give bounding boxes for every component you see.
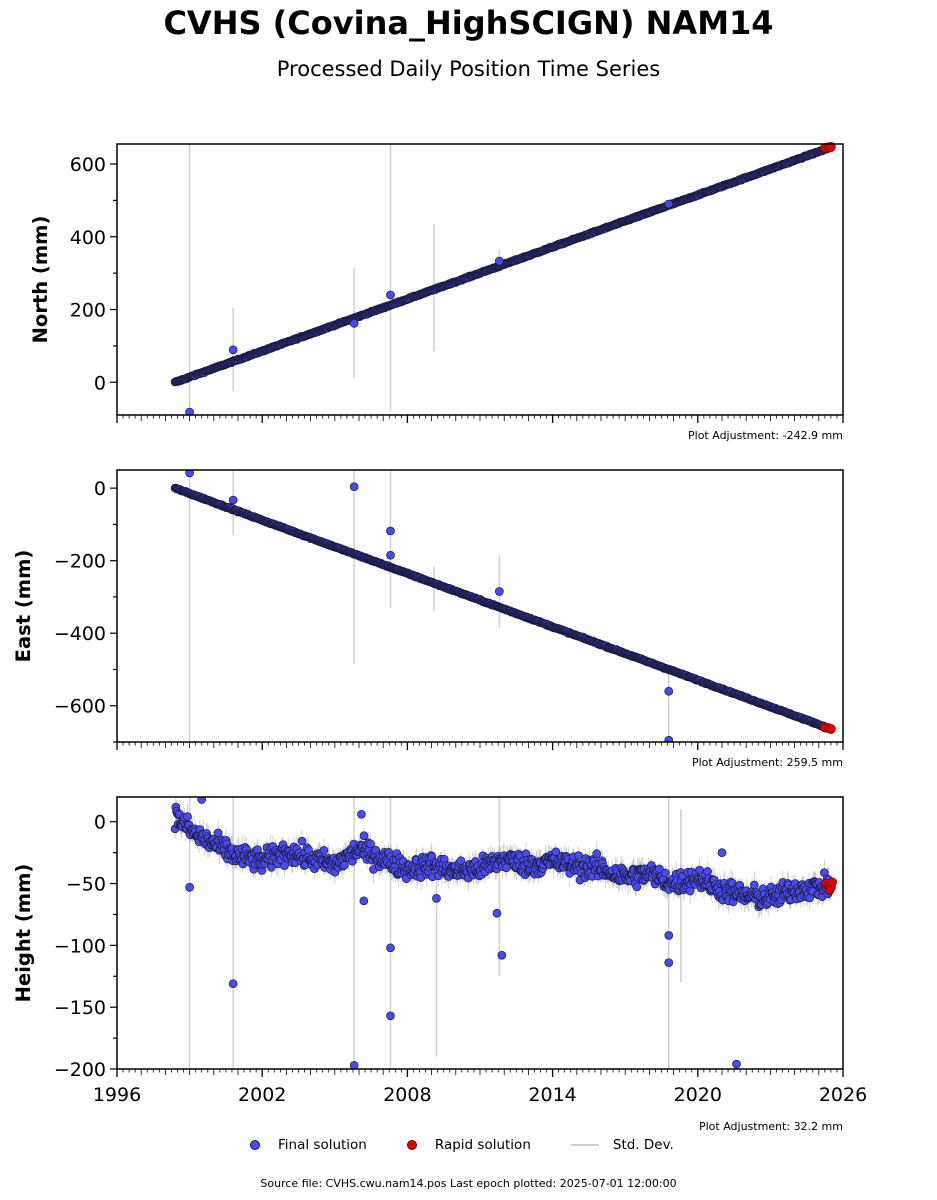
outlier-point-1 — [228, 495, 238, 505]
y-tick-label: 0 — [94, 372, 106, 394]
panel-0-data — [170, 144, 836, 415]
outlier-point-2 — [349, 482, 359, 492]
final-solution-points — [170, 802, 836, 912]
outlier-point-0 — [185, 470, 194, 478]
plot-adjustment-label: Plot Adjustment: 32.2 mm — [699, 1120, 843, 1133]
outlier-point-3 — [359, 896, 369, 906]
panel-2-data — [170, 797, 836, 1069]
outlier-point-7 — [664, 735, 674, 742]
y-tick-label: 400 — [70, 227, 106, 249]
legend-rapid-marker — [406, 1140, 417, 1150]
x-tick-label: 2002 — [238, 1084, 286, 1106]
outlier-point-1 — [228, 345, 238, 355]
final-point — [359, 831, 369, 841]
y-tick-label: 600 — [70, 154, 106, 176]
chart-title: CVHS (Covina_HighSCIGN) NAM14 — [163, 4, 774, 42]
outlier-point-7 — [432, 894, 441, 903]
final-point — [319, 845, 329, 855]
final-solution-points — [170, 483, 836, 734]
final-point — [297, 836, 307, 846]
outlier-point-3 — [386, 290, 395, 300]
panel-1: 0 −200 −400 −600 East (mm) Plot Adjustment: 2… — [12, 469, 844, 769]
final-point — [366, 839, 375, 849]
plot-adjustment-label: Plot Adjustment: 259.5 mm — [692, 756, 843, 769]
x-tick-label: 2014 — [528, 1084, 576, 1106]
outlier-point-8 — [492, 908, 502, 918]
outlier-point-5 — [664, 199, 674, 209]
final-point — [551, 847, 561, 857]
outlier-point-10 — [664, 931, 674, 940]
panel-1-data — [170, 470, 836, 742]
final-point — [280, 861, 289, 871]
final-point — [574, 851, 583, 860]
outlier-point-5 — [386, 943, 395, 953]
outlier-point-9 — [497, 950, 507, 960]
x-tick-label: 1996 — [93, 1084, 141, 1106]
final-point — [660, 868, 670, 878]
y-tick-label: −600 — [54, 696, 106, 718]
outlier-point-0 — [185, 882, 194, 892]
y-tick-label: −150 — [54, 997, 106, 1019]
y-tick-label: −100 — [54, 935, 106, 957]
legend-item-stddev: Std. Dev. — [570, 1137, 674, 1153]
outlier-point-3 — [386, 526, 395, 536]
y-tick-label: 0 — [94, 812, 106, 834]
y-axis-label: Height (mm) — [12, 864, 35, 1003]
outlier-point-0 — [185, 407, 194, 415]
y-axis-label: North (mm) — [29, 216, 52, 344]
x-tick-label: 2020 — [674, 1084, 722, 1106]
y-tick-label: −50 — [66, 874, 106, 896]
outlier-point-12 — [717, 848, 727, 857]
rapid-point-4 — [827, 877, 837, 888]
panel-0: 0 200 400 600 North (mm) Plot Adjustment: -24… — [29, 142, 844, 442]
outlier-point-11 — [664, 958, 674, 968]
final-point — [183, 812, 192, 821]
legend-stddev-label: Std. Dev. — [612, 1137, 674, 1153]
outlier-point-13 — [732, 1059, 741, 1069]
source-note: Source file: CVHS.cwu.nam14.pos Last epo… — [260, 1177, 677, 1190]
final-point — [632, 882, 642, 892]
final-point — [592, 849, 602, 858]
outlier-point-2 — [349, 318, 359, 328]
legend-stddev-line — [570, 1144, 599, 1146]
outlier-point-14 — [197, 797, 207, 804]
final-solution-points — [170, 144, 836, 387]
y-tick-label: −200 — [54, 551, 106, 573]
rapid-point-2 — [826, 724, 836, 734]
outlier-point-6 — [664, 686, 674, 696]
panel-2: 0 −50 −100 −150 −200 1996 2002 2008 2014 2020 2026… — [12, 796, 867, 1133]
plot-adjustment-label: Plot Adjustment: -242.9 mm — [688, 429, 843, 442]
y-tick-label: −400 — [54, 623, 106, 645]
outlier-point-2 — [349, 1060, 359, 1069]
y-tick-label: −200 — [54, 1059, 106, 1081]
final-point — [456, 856, 466, 866]
x-tick-label: 2026 — [819, 1084, 867, 1106]
final-point — [339, 860, 349, 870]
y-tick-label: 200 — [70, 300, 106, 322]
y-tick-label: 0 — [94, 478, 106, 500]
legend-item-rapid: Rapid solution — [406, 1137, 531, 1153]
outlier-point-4 — [386, 550, 395, 560]
legend-item-final: Final solution — [250, 1137, 367, 1153]
legend-final-marker — [250, 1140, 260, 1150]
outlier-point-1 — [228, 979, 238, 989]
final-point — [304, 845, 313, 855]
outlier-point-4 — [357, 809, 366, 819]
final-point — [749, 880, 759, 890]
legend: Final solution Rapid solution Std. Dev. — [250, 1137, 674, 1153]
legend-final-label: Final solution — [278, 1137, 367, 1153]
x-tick-label: 2008 — [383, 1084, 431, 1106]
legend-rapid-label: Rapid solution — [434, 1137, 531, 1153]
outlier-point-4 — [495, 256, 504, 266]
final-point — [501, 863, 511, 873]
chart-subtitle: Processed Daily Position Time Series — [276, 57, 661, 81]
outlier-point-6 — [386, 1011, 395, 1021]
y-axis-label: East (mm) — [12, 550, 35, 663]
outlier-point-5 — [495, 587, 504, 596]
